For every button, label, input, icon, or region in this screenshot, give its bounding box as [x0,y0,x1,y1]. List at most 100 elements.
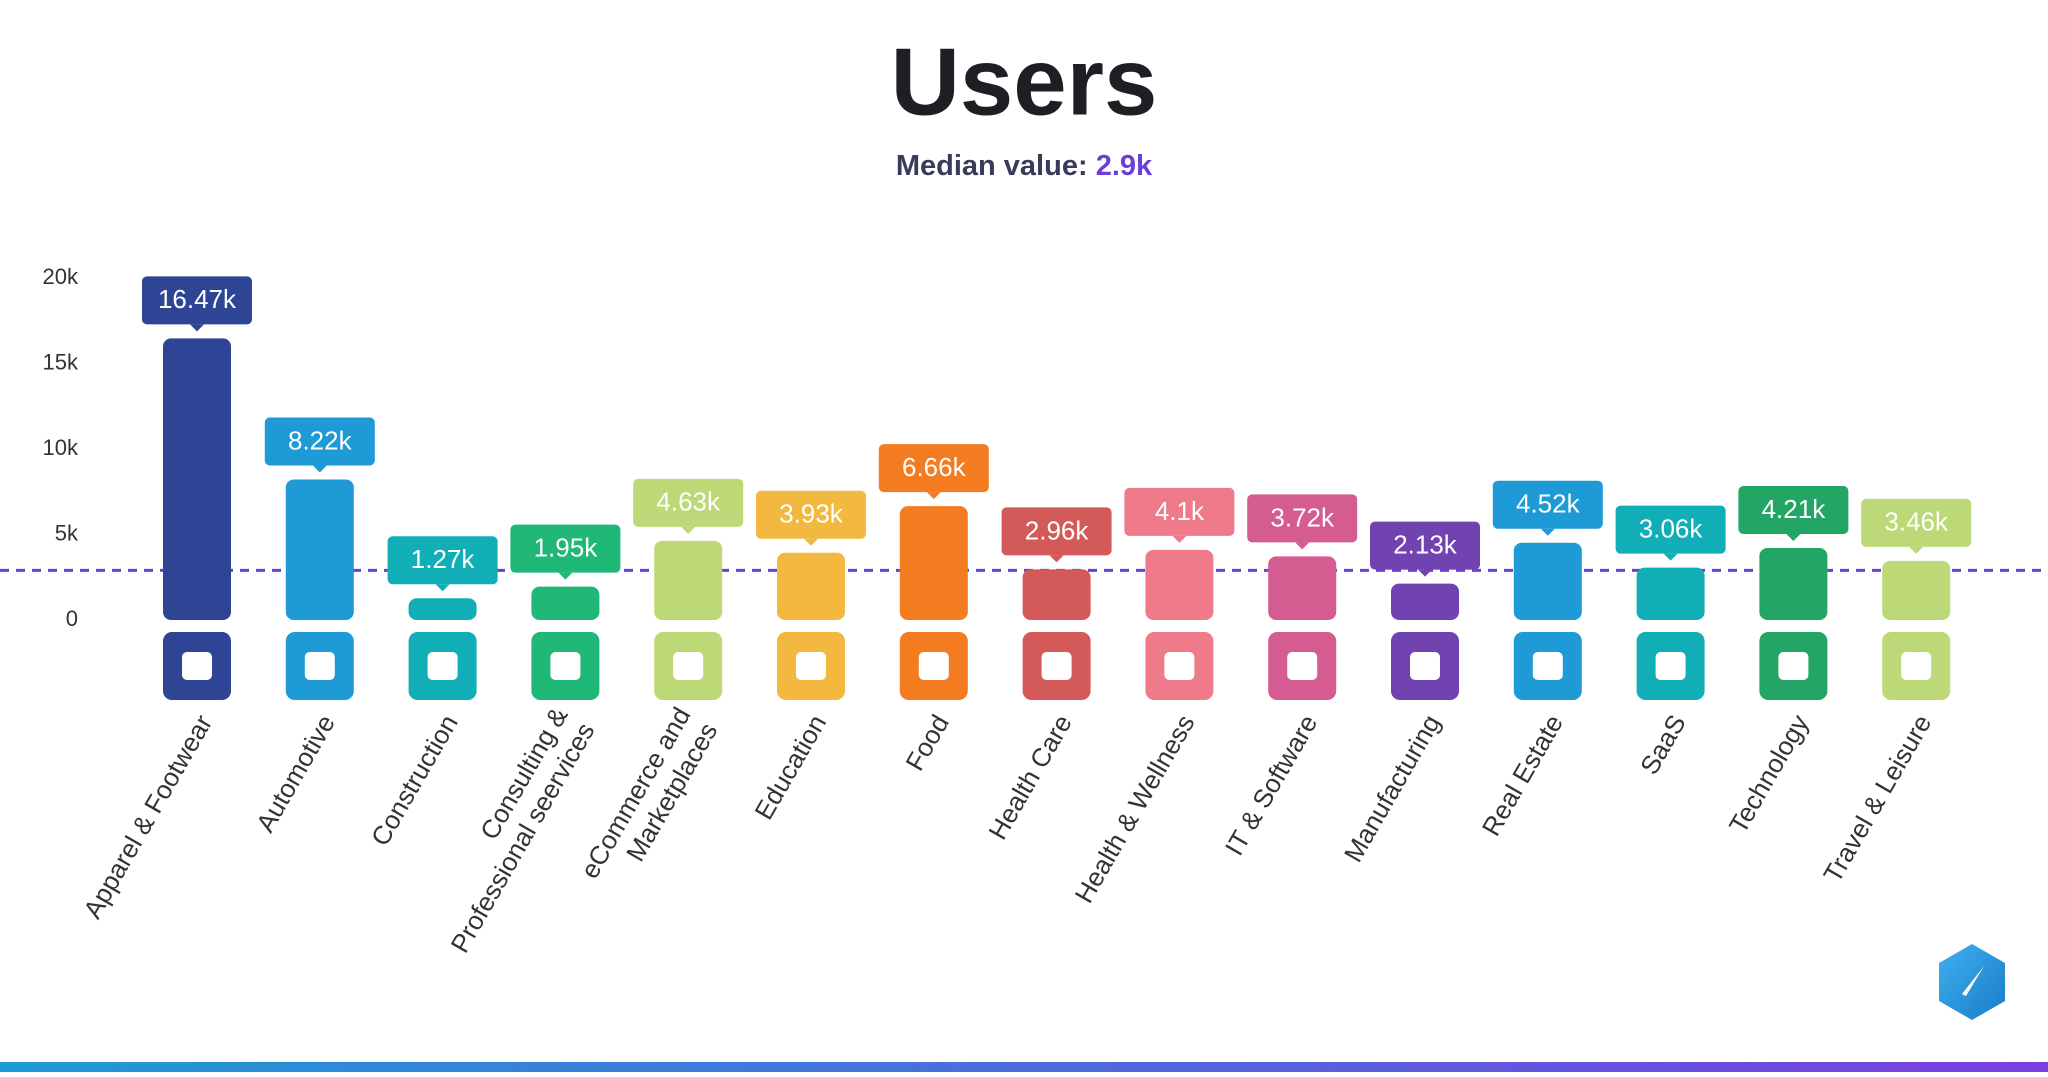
x-tick-label: Real Estate [1476,709,1569,840]
value-label: 3.93k [779,499,844,529]
value-label-pointer [681,526,696,534]
value-label: 4.63k [656,487,721,517]
footer-bar [0,1062,2048,1072]
value-label-box [264,417,375,466]
value-label: 4.21k [1762,494,1827,524]
category-icon-glyph [550,652,581,680]
value-label-pointer [435,584,450,592]
median-value: 2.9k [1096,150,1153,182]
bar [899,506,968,620]
value-label: 16.47k [158,284,237,314]
y-tick-label: 20k [43,264,79,289]
x-tick-label: IT & Software [1219,709,1323,860]
category-icon-glyph [427,652,458,680]
category-icon-glyph [1410,652,1440,680]
value-label-pointer [558,572,573,580]
value-label-pointer [1295,542,1310,550]
bar [531,586,600,620]
x-tick-label: Education [748,709,832,824]
category-icon-glyph [1164,652,1195,680]
value-label-pointer [1909,546,1924,554]
value-label: 2.96k [1025,515,1090,545]
value-label: 4.1k [1155,496,1205,526]
bar [777,552,845,620]
category-icon-glyph [1041,652,1072,680]
x-tick-label: SaaS [1634,709,1692,779]
x-tick-label: Manufacturing [1338,709,1446,867]
value-label-box [1738,486,1849,535]
value-label-box [387,536,498,585]
category-icon-glyph [796,652,826,680]
category-icon-glyph [304,652,335,680]
x-tick-label: Apparel & Footwear [77,709,218,923]
y-tick-label: 5k [55,520,79,545]
value-label-box [1370,521,1480,570]
bar [1513,542,1582,620]
value-label-box [633,478,744,527]
bar [1882,560,1951,620]
value-label-box [878,444,989,493]
x-tick-label: Automotive [250,709,341,837]
value-label-pointer [1663,553,1678,561]
subtitle: Median value: 2.9k [896,150,1153,182]
category-icon-glyph [182,652,212,680]
bar [1636,567,1705,620]
value-label-pointer [804,538,818,546]
value-label-box [1001,507,1112,556]
value-label-box [1492,480,1603,529]
value-label-pointer [1540,528,1555,536]
value-label-box [1861,498,1972,547]
value-label-pointer [926,492,941,500]
category-icon-glyph [1287,652,1318,680]
value-label-box [142,276,252,325]
value-label: 8.22k [288,425,353,455]
value-label-box [756,490,866,539]
y-tick-label: 0 [66,606,78,631]
category-icon-glyph [1778,652,1809,680]
value-label-box [510,524,621,573]
x-tick-label: Construction [365,709,464,850]
value-label-pointer [1049,555,1064,563]
value-label-pointer [312,465,327,473]
value-label: 1.27k [411,544,476,574]
bar [1022,569,1091,620]
x-tick-label: Food [899,709,955,775]
value-label-pointer [1172,535,1187,543]
value-label: 6.66k [902,452,967,482]
bar [1268,556,1337,620]
value-label-box [1247,494,1358,543]
value-label: 3.46k [1884,507,1949,537]
bar [1145,549,1214,620]
y-tick-label: 15k [43,349,79,374]
category-icon-glyph [918,652,949,680]
y-tick-label: 10k [43,435,79,460]
value-label-pointer [1418,569,1432,577]
x-tick-label: Health Care [982,709,1077,844]
logo [1939,944,2005,1020]
bar [285,479,354,620]
category-icon-glyph [673,652,704,680]
bar [1759,548,1828,620]
chart-title: Users [891,28,1158,135]
value-label: 2.13k [1393,529,1458,559]
x-tick-label: Health & Wellness [1069,709,1201,908]
value-label-box [1124,487,1235,536]
value-label: 3.72k [1270,502,1335,532]
bar [654,540,723,620]
category-icon-glyph [1901,652,1932,680]
bar [408,598,477,620]
value-label-pointer [190,324,204,332]
median-label: Median value: [896,150,1088,182]
category-icon-glyph [1655,652,1686,680]
category-icon-glyph [1532,652,1563,680]
bar [163,338,231,620]
value-label-box [1615,505,1726,554]
x-tick-label: Technology [1723,709,1815,838]
x-tick-label: Travel & Leisure [1817,709,1937,887]
bar [1391,583,1459,620]
value-label: 4.52k [1516,489,1581,519]
value-label: 3.06k [1639,514,1704,544]
value-label-pointer [1786,534,1801,542]
